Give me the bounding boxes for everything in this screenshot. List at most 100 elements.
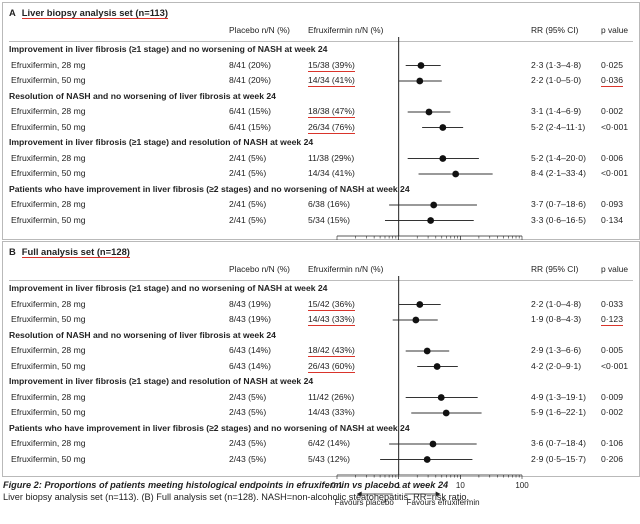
favours-efruxifermin-label: Favours efruxifermin	[406, 498, 480, 507]
header-rr: RR (95% CI)	[531, 25, 579, 35]
favours-placebo-arrowhead	[356, 491, 362, 497]
p-value: 0·025	[601, 59, 623, 70]
p-value: 0·093	[601, 199, 623, 209]
row-label: Efruxifermin, 50 mg	[11, 168, 86, 178]
efruxifermin-value: 11/42 (26%)	[308, 391, 355, 402]
x-tick-label: 100	[515, 481, 529, 490]
panel-label: B	[9, 246, 16, 257]
header-efruxifermin: Efruxifermin n/N (%)	[308, 25, 384, 35]
rr-marker	[417, 62, 425, 69]
x-tick-label: 0·1	[331, 481, 343, 490]
section-title: Resolution of NASH and no worsening of l…	[9, 90, 276, 101]
section-title: Improvement in liver fibrosis (≥1 stage)…	[9, 44, 328, 54]
rr-marker	[416, 77, 424, 85]
row-label: Efruxifermin, 50 mg	[11, 75, 86, 85]
rr-marker	[425, 108, 433, 116]
efruxifermin-value: 15/42 (36%)	[308, 298, 355, 311]
section-title: Improvement in liver fibrosis (≥1 stage)…	[9, 137, 314, 147]
x-tick-label: 10	[455, 481, 465, 490]
rr-value: 2·2 (1·0–4·8)	[531, 298, 582, 309]
placebo-value: 2/41 (5%)	[229, 214, 267, 225]
p-value: 0·002	[601, 106, 623, 116]
panel-title-text: Liver biopsy analysis set (n=113)	[21, 7, 168, 19]
forest-plot	[336, 276, 523, 479]
p-value: 0·033	[601, 298, 623, 309]
rr-value: 3·3 (0·6–16·5)	[531, 214, 586, 225]
x-tick-label: 1	[396, 481, 401, 490]
rr-marker	[429, 440, 437, 448]
row-label: Efruxifermin, 28 mg	[11, 391, 86, 402]
panel-title-text: Full analysis set (n=128)	[21, 246, 130, 258]
placebo-value: 6/41 (15%)	[229, 121, 272, 132]
row-label: Efruxifermin, 28 mg	[11, 298, 86, 309]
rr-value: 4·9 (1·3–19·1)	[531, 391, 586, 402]
rr-value: 2·9 (0·5–15·7)	[531, 453, 586, 464]
rr-marker	[412, 316, 420, 324]
efruxifermin-value: 14/34 (41%)	[308, 168, 355, 178]
header-separator	[9, 41, 633, 42]
efruxifermin-value: 18/42 (43%)	[308, 345, 355, 357]
rr-value: 5·9 (1·6–22·1)	[531, 407, 586, 417]
rr-value: 5·2 (1·4–20·0)	[531, 152, 586, 163]
rr-marker	[423, 456, 431, 463]
placebo-value: 6/43 (14%)	[229, 360, 272, 371]
rr-value: 4·2 (2·0–9·1)	[531, 360, 582, 371]
rr-value: 3·7 (0·7–18·6)	[531, 199, 586, 209]
placebo-value: 2/41 (5%)	[229, 152, 267, 163]
panel-title: A Liver biopsy analysis set (n=113)	[9, 7, 168, 19]
p-value: <0·001	[601, 168, 628, 178]
placebo-value: 6/41 (15%)	[229, 106, 272, 116]
placebo-value: 8/41 (20%)	[229, 75, 272, 85]
row-label: Efruxifermin, 28 mg	[11, 199, 86, 209]
header-separator	[9, 280, 633, 281]
efruxifermin-value: 5/34 (15%)	[308, 214, 351, 225]
rr-marker	[416, 301, 424, 308]
placebo-value: 6/43 (14%)	[229, 345, 272, 355]
efruxifermin-value: 15/38 (39%)	[308, 59, 355, 72]
rr-marker	[442, 409, 450, 417]
efruxifermin-value: 5/43 (12%)	[308, 453, 351, 464]
rr-marker	[452, 170, 460, 178]
rr-marker	[423, 347, 431, 355]
efruxifermin-value: 6/38 (16%)	[308, 199, 351, 209]
rr-value: 2·3 (1·3–4·8)	[531, 59, 582, 70]
efruxifermin-value: 11/38 (29%)	[308, 152, 355, 163]
panel-title: B Full analysis set (n=128)	[9, 246, 130, 258]
header-efruxifermin: Efruxifermin n/N (%)	[308, 264, 384, 274]
panel-b: B Full analysis set (n=128) Placebo n/N (%…	[2, 241, 640, 507]
p-value: 0·002	[601, 407, 623, 417]
efruxifermin-value: 14/43 (33%)	[308, 407, 355, 417]
forest-plot	[336, 37, 523, 240]
placebo-value: 2/43 (5%)	[229, 391, 267, 402]
rr-marker	[437, 394, 445, 401]
rr-marker	[427, 217, 435, 224]
row-label: Efruxifermin, 28 mg	[11, 59, 86, 70]
p-value: 0·206	[601, 453, 623, 464]
p-value: 0·123	[601, 314, 623, 326]
p-value: 0·134	[601, 214, 623, 225]
header-placebo: Placebo n/N (%)	[229, 264, 290, 274]
placebo-value: 2/43 (5%)	[229, 407, 267, 417]
favours-efruxifermin-arrowhead	[435, 491, 441, 497]
rr-value: 2·9 (1·3–6·6)	[531, 345, 582, 355]
rr-value: 8·4 (2·1–33·4)	[531, 168, 586, 178]
rr-value: 5·2 (2·4–11·1)	[531, 121, 586, 132]
header-pvalue: p value	[601, 25, 629, 35]
section-title: Patients who have improvement in liver f…	[9, 183, 410, 194]
section-title: Improvement in liver fibrosis (≥1 stage)…	[9, 376, 314, 386]
rr-marker	[439, 124, 447, 131]
favours-placebo-label: Favours placebo	[334, 498, 394, 507]
rr-value: 3·1 (1·4–6·9)	[531, 106, 582, 116]
row-label: Efruxifermin, 50 mg	[11, 407, 86, 417]
section-title: Patients who have improvement in liver f…	[9, 422, 410, 433]
efruxifermin-value: 26/43 (60%)	[308, 360, 355, 373]
efruxifermin-value: 26/34 (76%)	[308, 121, 355, 134]
row-label: Efruxifermin, 28 mg	[11, 438, 86, 448]
p-value: 0·009	[601, 391, 623, 402]
figure-caption: Figure 2: Proportions of patients meetin…	[3, 479, 637, 503]
row-label: Efruxifermin, 50 mg	[11, 214, 86, 225]
placebo-value: 8/43 (19%)	[229, 298, 272, 309]
placebo-value: 8/41 (20%)	[229, 59, 272, 70]
row-label: Efruxifermin, 50 mg	[11, 121, 86, 132]
row-label: Efruxifermin, 28 mg	[11, 345, 86, 355]
